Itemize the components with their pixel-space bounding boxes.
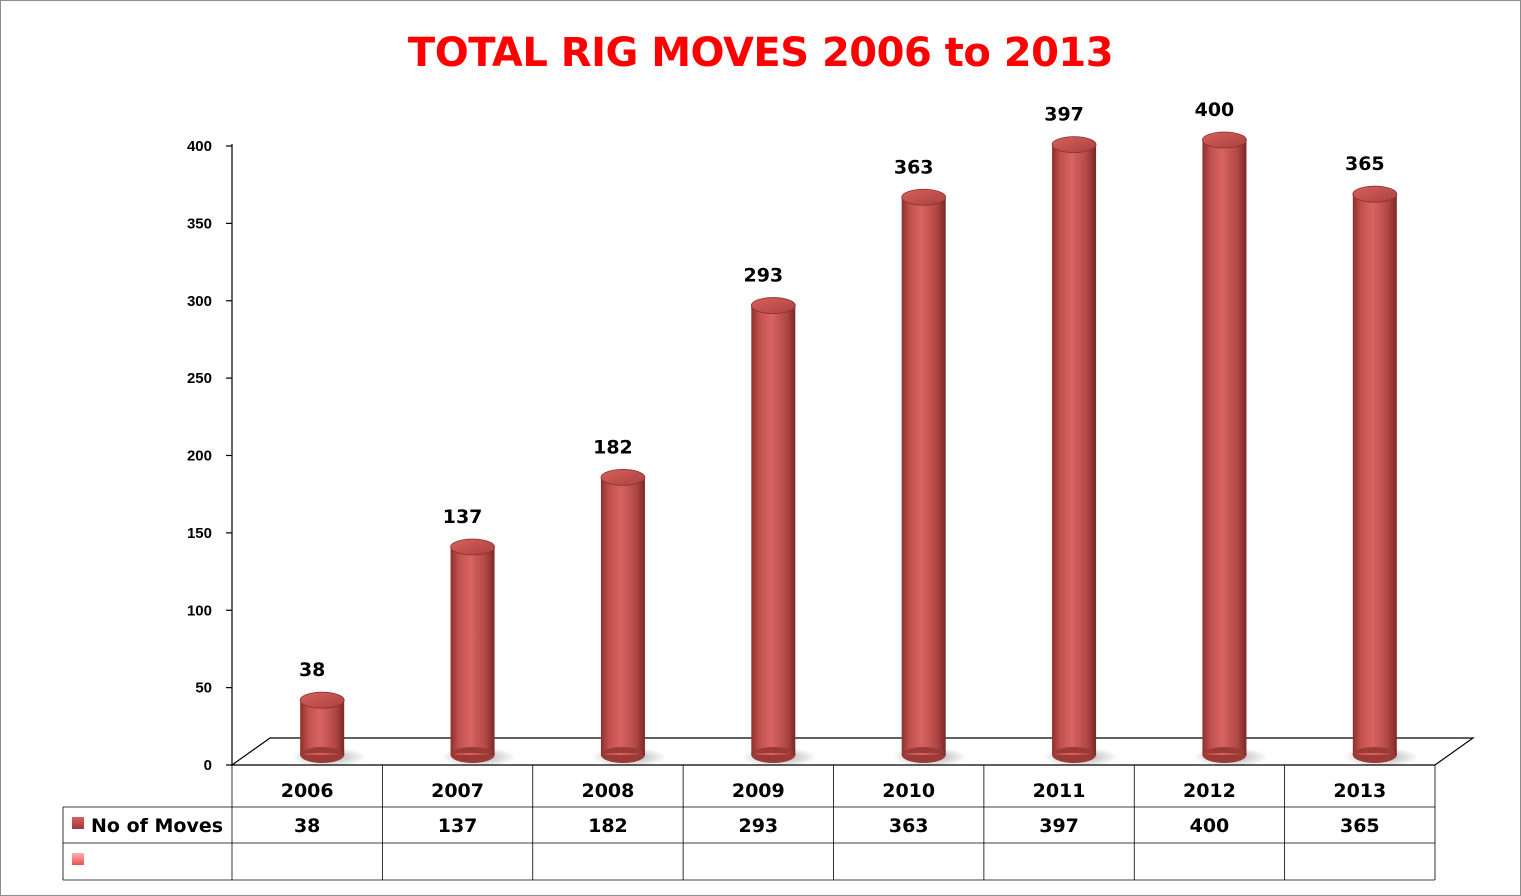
bar-body xyxy=(300,700,345,755)
x-category-label-2006: 2006 xyxy=(281,780,334,802)
bar-cap xyxy=(600,468,646,486)
table-cell-value-2010: 363 xyxy=(889,815,929,837)
bar-2009 xyxy=(741,297,817,767)
table-cell-value-2008: 182 xyxy=(588,815,628,837)
bar-body xyxy=(1052,144,1097,755)
bar-2010 xyxy=(892,188,968,767)
bar-body xyxy=(450,546,495,755)
table-cell-value-2007: 137 xyxy=(438,815,478,837)
bar-body xyxy=(600,477,645,755)
bar-cap xyxy=(1352,185,1398,203)
bar-base-join xyxy=(450,753,495,755)
table-cell-value-2006: 38 xyxy=(294,815,320,837)
y-tick-label: 150 xyxy=(187,525,212,542)
table-cell-value-2009: 293 xyxy=(738,815,778,837)
y-tick-label: 200 xyxy=(187,448,212,465)
bar-2006 xyxy=(290,691,366,767)
y-tick-label: 50 xyxy=(195,680,212,697)
bar-cap xyxy=(1051,136,1097,154)
table-cell-value-2011: 397 xyxy=(1039,815,1079,837)
data-label-2009: 293 xyxy=(743,265,783,287)
data-label-2010: 363 xyxy=(894,156,934,178)
y-tick-label: 0 xyxy=(204,757,212,774)
y-tick-label: 350 xyxy=(187,215,212,232)
table-row-label-no-of-moves: No of Moves xyxy=(91,815,223,837)
bar-cap xyxy=(450,538,495,556)
bar-body xyxy=(1352,194,1397,756)
bar-2013 xyxy=(1343,185,1419,767)
bar-cap xyxy=(1202,131,1247,149)
x-category-label-2012: 2012 xyxy=(1183,780,1236,802)
bar-body xyxy=(901,197,946,755)
bar-base-join xyxy=(901,753,946,755)
chart-title: TOTAL RIG MOVES 2006 to 2013 xyxy=(407,30,1114,76)
bar-2007 xyxy=(441,538,516,767)
bar-base-join xyxy=(1352,753,1397,755)
data-label-2011: 397 xyxy=(1044,104,1084,126)
x-category-label-2010: 2010 xyxy=(882,780,935,802)
data-label-2007: 137 xyxy=(443,506,483,528)
y-tick-label: 100 xyxy=(187,602,212,619)
bar-cap xyxy=(750,297,796,314)
bar-2012 xyxy=(1193,131,1268,767)
x-category-label-2007: 2007 xyxy=(431,780,484,802)
data-label-2013: 365 xyxy=(1345,153,1385,175)
x-category-label-2009: 2009 xyxy=(732,780,785,802)
bar-2008 xyxy=(591,468,667,767)
legend-key-series-2 xyxy=(72,853,84,865)
bar-base-join xyxy=(300,753,345,755)
bar-2011 xyxy=(1042,136,1118,767)
x-category-label-2011: 2011 xyxy=(1033,780,1086,802)
bar-cap xyxy=(901,188,947,206)
y-tick-label: 300 xyxy=(187,293,212,310)
bar-body xyxy=(1202,140,1247,755)
bar-cap xyxy=(299,691,345,709)
table-cell-value-2012: 400 xyxy=(1190,815,1230,837)
bar-body xyxy=(751,305,796,755)
bar-base-join xyxy=(600,753,645,755)
bar-base-join xyxy=(1052,753,1097,755)
bar-base-join xyxy=(1202,753,1247,755)
data-label-2006: 38 xyxy=(299,659,325,681)
x-category-label-2008: 2008 xyxy=(581,780,634,802)
chart-floor xyxy=(230,737,1475,766)
legend-key-no-of-moves xyxy=(72,817,84,829)
y-tick-label: 400 xyxy=(187,138,212,155)
bar-base-join xyxy=(751,753,796,755)
y-tick-label: 250 xyxy=(187,370,212,387)
data-label-2008: 182 xyxy=(593,436,633,458)
x-category-label-2013: 2013 xyxy=(1333,780,1386,802)
table-cell-value-2013: 365 xyxy=(1340,815,1380,837)
data-label-2012: 400 xyxy=(1195,99,1235,121)
